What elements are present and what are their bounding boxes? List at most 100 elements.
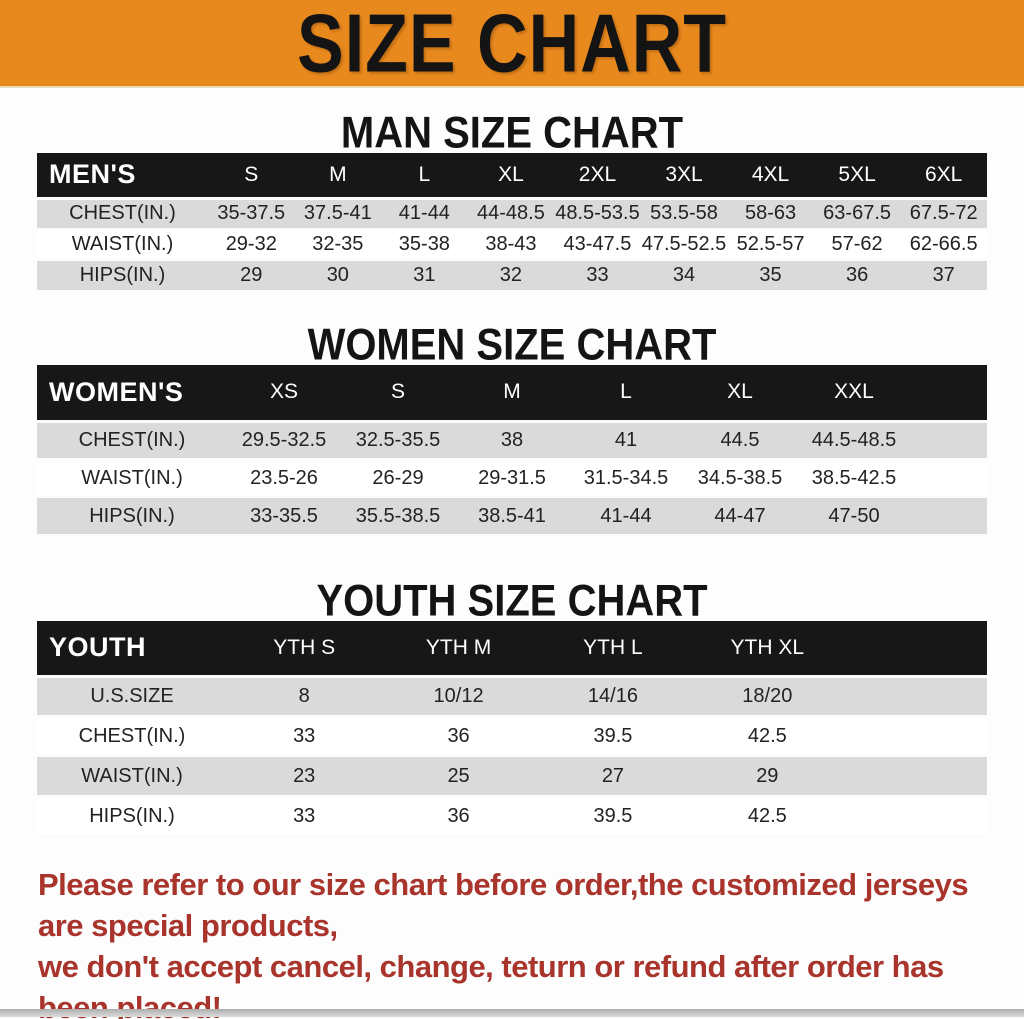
measurement-label: HIPS(IN.): [37, 497, 227, 535]
women-section-heading-text: WOMEN SIZE CHART: [307, 320, 717, 370]
size-column-header: 6XL: [900, 153, 987, 200]
size-value-cell: 14/16: [535, 676, 691, 716]
size-value-cell: 36: [813, 260, 901, 291]
size-value-cell: 35-38: [381, 229, 468, 260]
header-spacer: [844, 621, 987, 678]
table-row: CHEST(IN.) 35-37.5 37.5-41 41-44 44-48.5 48.5…: [37, 198, 987, 229]
measurement-label: CHEST(IN.): [37, 198, 208, 229]
size-value-cell: 36: [381, 796, 536, 836]
size-column-header: L: [569, 365, 683, 423]
measurement-label: HIPS(IN.): [37, 796, 227, 836]
size-value-cell: 58-63: [727, 198, 814, 229]
size-value-cell: 38.5-41: [455, 497, 569, 535]
size-value-cell: 18/20: [690, 676, 845, 716]
table-group-label: WOMEN'S: [37, 365, 227, 423]
size-value-cell: 47-50: [797, 497, 911, 535]
measurement-label: CHEST(IN.): [37, 716, 227, 756]
size-value-cell: 34: [640, 260, 728, 291]
size-value-cell: 31: [381, 260, 468, 291]
men-section-heading-text: MAN SIZE CHART: [340, 108, 684, 158]
size-value-cell: 62-66.5: [900, 229, 987, 260]
row-spacer: [911, 497, 987, 535]
size-column-header: L: [381, 153, 468, 200]
size-column-header: XS: [227, 365, 341, 423]
youth-size-table: YOUTH YTH S YTH M YTH L YTH XL U.S.SIZE 8 10/12…: [37, 621, 987, 837]
size-value-cell: 29.5-32.5: [227, 421, 341, 459]
measurement-label: WAIST(IN.): [37, 229, 208, 260]
size-value-cell: 33: [554, 260, 641, 291]
size-value-cell: 53.5-58: [640, 198, 728, 229]
size-value-cell: 47.5-52.5: [640, 229, 728, 260]
size-value-cell: 38-43: [467, 229, 555, 260]
size-column-header: 4XL: [727, 153, 814, 200]
size-value-cell: 63-67.5: [813, 198, 901, 229]
size-column-header: XL: [683, 365, 797, 423]
size-value-cell: 29-32: [208, 229, 295, 260]
size-column-header: YTH M: [381, 621, 536, 678]
size-value-cell: 29: [208, 260, 295, 291]
measurement-label: HIPS(IN.): [37, 260, 208, 291]
size-value-cell: 42.5: [690, 796, 845, 836]
order-disclaimer: Please refer to our size chart before or…: [0, 864, 1024, 1019]
size-value-cell: 42.5: [690, 716, 845, 756]
header-spacer: [911, 365, 987, 423]
size-value-cell: 57-62: [813, 229, 901, 260]
size-value-cell: 38.5-42.5: [797, 459, 911, 497]
size-value-cell: 44-48.5: [467, 198, 555, 229]
size-value-cell: 34.5-38.5: [683, 459, 797, 497]
women-section-heading: WOMEN SIZE CHART: [0, 320, 1024, 370]
table-group-label: YOUTH: [37, 621, 227, 678]
size-value-cell: 48.5-53.5: [554, 198, 641, 229]
measurement-label: WAIST(IN.): [37, 756, 227, 796]
youth-section-heading: YOUTH SIZE CHART: [0, 579, 1024, 624]
table-row: WAIST(IN.) 23 25 27 29: [37, 756, 987, 796]
measurement-label: WAIST(IN.): [37, 459, 227, 497]
banner-title: SIZE CHART: [297, 0, 727, 90]
size-value-cell: 33: [227, 716, 382, 756]
table-header-row: YOUTH YTH S YTH M YTH L YTH XL: [37, 621, 987, 678]
size-value-cell: 41: [569, 421, 683, 459]
order-disclaimer-line-2: we don't accept cancel, change, teturn o…: [38, 949, 944, 1019]
size-value-cell: 41-44: [381, 198, 468, 229]
bottom-edge-strip: [0, 1009, 1024, 1017]
size-column-header: M: [294, 153, 382, 200]
size-value-cell: 23.5-26: [227, 459, 341, 497]
table-row: HIPS(IN.) 29 30 31 32 33 34 35 36 37: [37, 260, 987, 291]
size-value-cell: 33-35.5: [227, 497, 341, 535]
size-column-header: M: [455, 365, 569, 423]
table-header-row: MEN'S S M L XL 2XL 3XL 4XL 5XL 6XL: [37, 153, 987, 200]
size-value-cell: 23: [227, 756, 382, 796]
size-value-cell: 35-37.5: [208, 198, 295, 229]
table-row: WAIST(IN.) 23.5-26 26-29 29-31.5 31.5-34.5 34…: [37, 459, 987, 497]
size-column-header: 2XL: [554, 153, 641, 200]
size-value-cell: 38: [455, 421, 569, 459]
size-column-header: S: [341, 365, 455, 423]
table-row: CHEST(IN.) 29.5-32.5 32.5-35.5 38 41 44.5 44.5…: [37, 421, 987, 459]
size-value-cell: 35: [727, 260, 814, 291]
size-value-cell: 36: [381, 716, 536, 756]
table-row: CHEST(IN.) 33 36 39.5 42.5: [37, 716, 987, 756]
men-size-table: MEN'S S M L XL 2XL 3XL 4XL 5XL 6XL CHEST(IN.) 35-37…: [37, 153, 987, 292]
size-value-cell: 37: [900, 260, 987, 291]
size-value-cell: 8: [227, 676, 382, 716]
row-spacer: [844, 676, 987, 716]
table-row: HIPS(IN.) 33-35.5 35.5-38.5 38.5-41 41-44 44-…: [37, 497, 987, 535]
size-value-cell: 29-31.5: [455, 459, 569, 497]
size-column-header: YTH S: [227, 621, 382, 678]
men-section-heading: MAN SIZE CHART: [0, 108, 1024, 158]
order-disclaimer-line-1: Please refer to our size chart before or…: [38, 867, 969, 943]
size-column-header: YTH L: [535, 621, 691, 678]
row-spacer: [844, 716, 987, 756]
table-row: HIPS(IN.) 33 36 39.5 42.5: [37, 796, 987, 836]
size-value-cell: 10/12: [381, 676, 536, 716]
women-size-table: WOMEN'S XS S M L XL XXL CHEST(IN.) 29.5-32.5 32.5…: [37, 365, 987, 536]
size-value-cell: 32: [467, 260, 555, 291]
size-value-cell: 44.5: [683, 421, 797, 459]
size-column-header: YTH XL: [690, 621, 845, 678]
row-spacer: [844, 796, 987, 836]
size-value-cell: 27: [535, 756, 691, 796]
size-value-cell: 30: [294, 260, 382, 291]
size-value-cell: 67.5-72: [900, 198, 987, 229]
size-value-cell: 39.5: [535, 796, 691, 836]
size-value-cell: 44-47: [683, 497, 797, 535]
